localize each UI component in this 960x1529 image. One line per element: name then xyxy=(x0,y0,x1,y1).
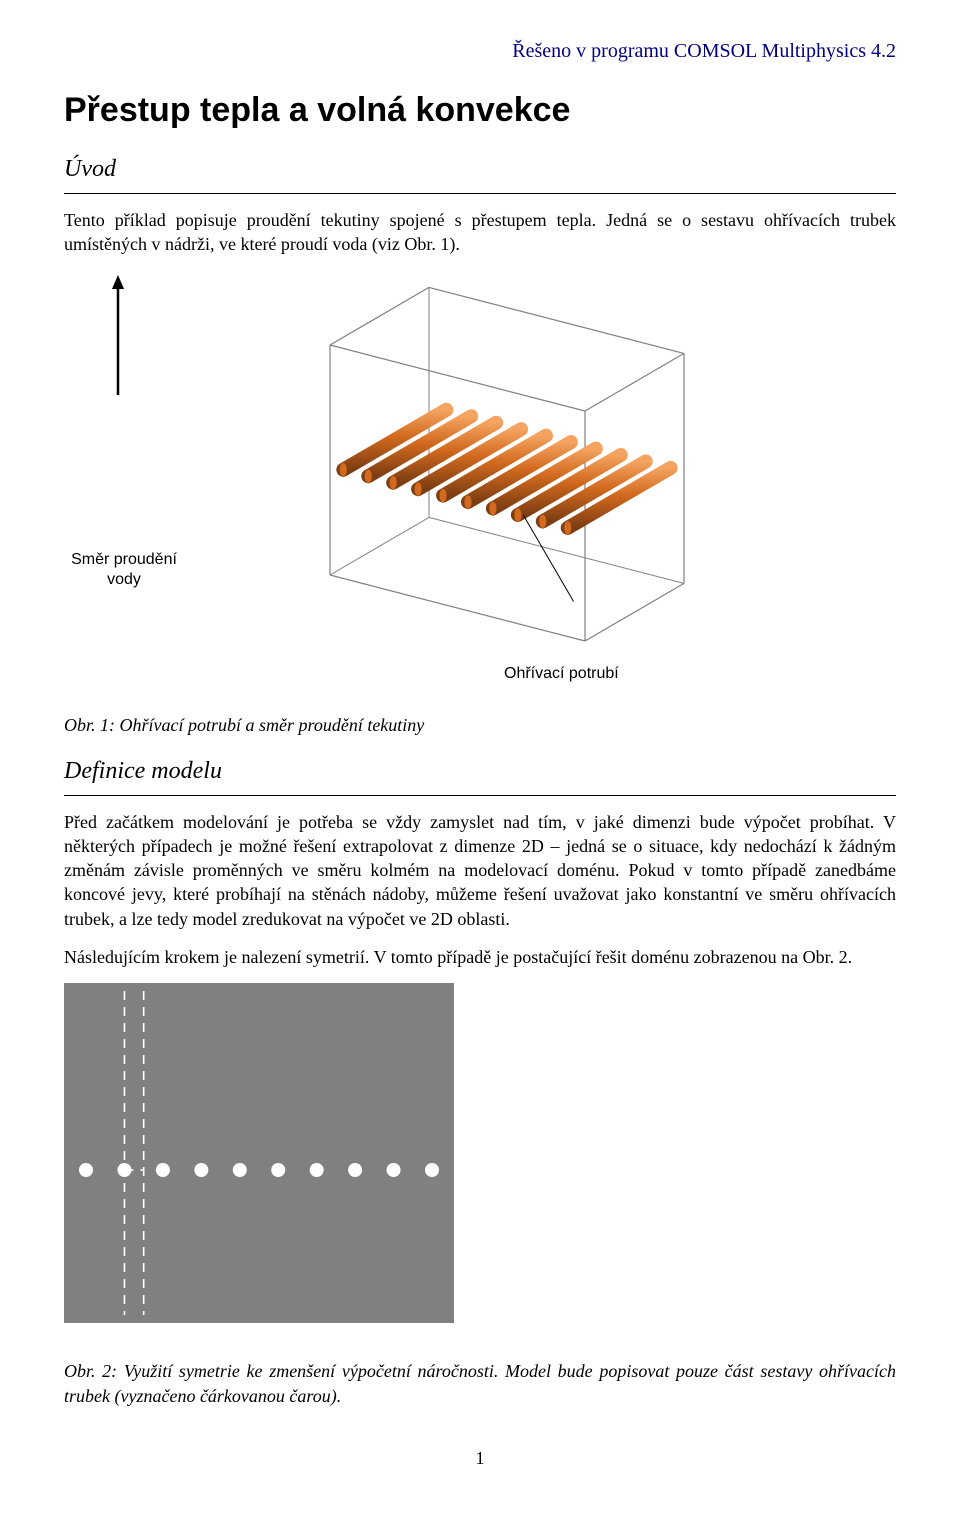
figure1-label-left-line1: Směr proudění xyxy=(71,551,177,568)
figure2-caption: Obr. 2: Využití symetrie ke zmenšení výp… xyxy=(64,1359,896,1408)
divider xyxy=(64,795,896,796)
figure1-caption: Obr. 1: Ohřívací potrubí a směr proudění… xyxy=(64,715,896,736)
intro-paragraph: Tento příklad popisuje proudění tekutiny… xyxy=(64,208,896,257)
figure-2 xyxy=(64,983,896,1323)
flow-arrow-icon xyxy=(110,275,126,395)
divider xyxy=(64,193,896,194)
page-title: Přestup tepla a volná konvekce xyxy=(64,91,896,130)
figure1-label-left: Směr proudění vody xyxy=(64,550,184,590)
section-heading-intro: Úvod xyxy=(64,156,896,183)
figure1-diagram xyxy=(220,275,740,675)
header-program-line: Řešeno v programu COMSOL Multiphysics 4.… xyxy=(64,40,896,63)
def-paragraph-1: Před začátkem modelování je potřeba se v… xyxy=(64,810,896,931)
def-paragraph-2: Následujícím krokem je nalezení symetrií… xyxy=(64,945,896,969)
section-heading-def: Definice modelu xyxy=(64,758,896,785)
page-number: 1 xyxy=(64,1448,896,1469)
figure2-diagram xyxy=(64,983,454,1323)
figure1-label-left-line2: vody xyxy=(107,571,141,588)
figure-1: Směr proudění vody Ohřívací potrubí xyxy=(64,275,896,705)
